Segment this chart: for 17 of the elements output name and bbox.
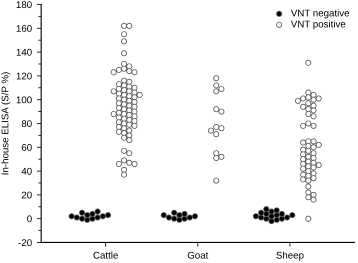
legend-label: VNT negative: [290, 9, 350, 18]
x-tick-label: Goat: [188, 252, 208, 259]
y-tick-label: 20: [22, 192, 32, 198]
y-tick-label: 100: [16, 96, 32, 104]
y-tick-label: 140: [16, 48, 32, 56]
y-tick-label: 40: [22, 168, 32, 175]
y-tick-label: 160: [16, 25, 32, 32]
y-tick-label: 0: [27, 215, 32, 222]
y-tick-label: -20: [18, 239, 32, 246]
y-tick-label: 60: [22, 144, 32, 151]
y-tick-label: 180: [16, 1, 32, 8]
x-tick-label: Sheep: [276, 252, 304, 261]
y-tick-label: 80: [22, 120, 32, 128]
y-tick-label: 120: [16, 72, 32, 80]
x-tick-label: Cattle: [93, 252, 118, 259]
legend-label: VNT positive: [290, 20, 346, 30]
y-axis-title: In-house ELISA (S/P %): [1, 72, 10, 174]
